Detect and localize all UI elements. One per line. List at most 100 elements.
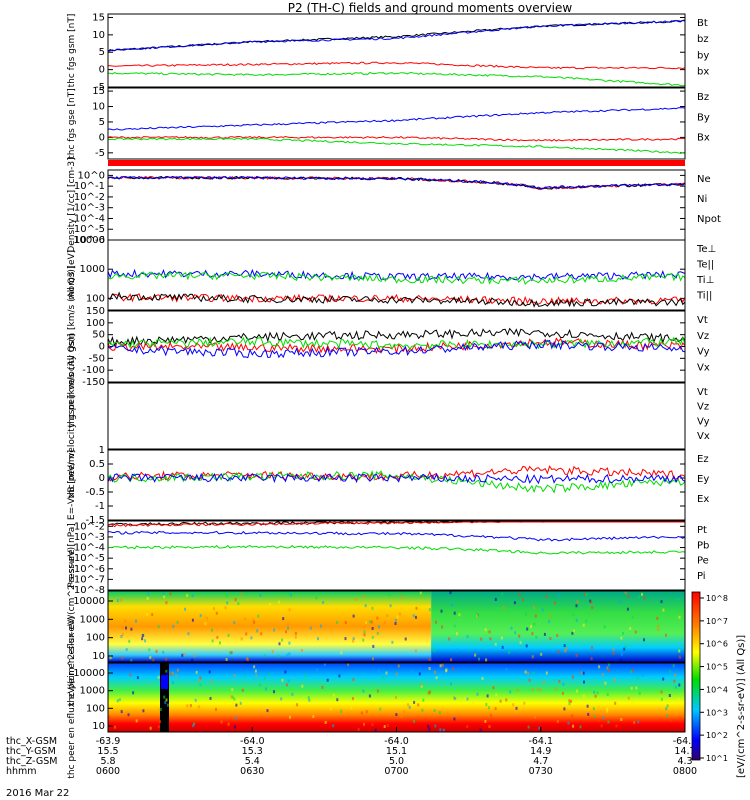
heatmap-pixel bbox=[194, 698, 197, 702]
heatmap-pixel bbox=[230, 695, 233, 699]
heatmap-pixel bbox=[668, 694, 671, 697]
heatmap-pixel bbox=[266, 709, 269, 713]
y-tick-label: -50 bbox=[89, 353, 105, 364]
heatmap-pixel bbox=[368, 694, 371, 698]
heatmap-pixel bbox=[429, 690, 431, 694]
colorbar-tick-label: 10^1 bbox=[706, 754, 728, 763]
y-tick-label: 100 bbox=[86, 318, 105, 329]
heatmap-pixel bbox=[377, 669, 380, 673]
heatmap-pixel bbox=[362, 638, 365, 642]
heatmap-pixel bbox=[598, 665, 601, 669]
heatmap-pixel bbox=[660, 697, 663, 701]
heatmap-pixel bbox=[126, 711, 129, 715]
heatmap-pixel bbox=[572, 724, 575, 728]
heatmap-pixel bbox=[332, 693, 335, 697]
heatmap-pixel bbox=[371, 627, 374, 630]
legend-item: By bbox=[697, 112, 710, 123]
heatmap-pixel bbox=[540, 652, 543, 656]
heatmap-pixel bbox=[607, 669, 610, 673]
heatmap-pixel bbox=[287, 679, 290, 683]
heatmap-pixel bbox=[285, 683, 288, 687]
series-line-pb bbox=[107, 521, 685, 528]
heatmap-pixel bbox=[216, 635, 219, 639]
heatmap-pixel bbox=[643, 596, 646, 600]
heatmap-pixel bbox=[329, 707, 332, 711]
heatmap-pixel bbox=[326, 678, 329, 682]
y-tick-label: -100 bbox=[82, 365, 105, 376]
heatmap-pixel bbox=[240, 637, 243, 641]
heatmap-pixel bbox=[568, 702, 571, 706]
heatmap-pixel bbox=[247, 658, 249, 662]
heatmap-pixel bbox=[458, 613, 461, 617]
heatmap-pixel bbox=[199, 683, 202, 687]
colorbar-tick-label: 10^2 bbox=[706, 731, 728, 740]
y-axis-label: thc peer velocity gsm [km/s (All Qs)] bbox=[67, 334, 77, 499]
heatmap-pixel bbox=[231, 695, 234, 699]
heatmap-pixel bbox=[193, 722, 196, 726]
heatmap-pixel bbox=[195, 670, 198, 674]
heatmap-pixel bbox=[582, 671, 585, 675]
heatmap-pixel bbox=[169, 592, 172, 596]
heatmap-pixel bbox=[635, 686, 638, 690]
heatmap-pixel bbox=[230, 651, 233, 655]
heatmap-pixel bbox=[171, 671, 174, 675]
heatmap-pixel bbox=[108, 670, 111, 674]
legend-item: Pb bbox=[697, 540, 709, 551]
heatmap-pixel bbox=[543, 632, 546, 636]
y-tick-label: -5 bbox=[95, 82, 105, 93]
legend-item: by bbox=[697, 50, 709, 61]
bottom-row-value: 4.7 bbox=[533, 756, 548, 767]
heatmap-pixel bbox=[484, 628, 487, 632]
heatmap-pixel bbox=[522, 598, 524, 602]
heatmap-pixel bbox=[615, 724, 618, 728]
heatmap-pixel bbox=[382, 675, 385, 679]
heatmap-pixel bbox=[199, 614, 202, 618]
heatmap-pixel bbox=[384, 621, 386, 624]
heatmap-pixel bbox=[226, 601, 229, 605]
heatmap-pixel bbox=[627, 696, 630, 700]
colorbar-label: [eV/(cm^2-s-sr-eV)] (All Qs)] bbox=[736, 635, 747, 778]
heatmap-pixel bbox=[673, 679, 676, 683]
heatmap-pixel bbox=[268, 672, 271, 676]
heatmap-pixel bbox=[370, 620, 373, 624]
series-line-te bbox=[107, 291, 686, 308]
heatmap-pixel bbox=[583, 680, 585, 684]
heatmap-pixel bbox=[273, 690, 275, 694]
y-tick-label: 10^-7 bbox=[74, 574, 105, 585]
heatmap-pixel bbox=[108, 715, 111, 719]
heatmap-pixel bbox=[441, 625, 443, 629]
heatmap-pixel bbox=[514, 631, 517, 635]
heatmap-pixel bbox=[269, 602, 272, 606]
heatmap-pixel bbox=[678, 615, 681, 619]
colorbar-strip bbox=[691, 591, 701, 761]
y-axis-label: Pressure [nPa] bbox=[67, 523, 77, 588]
heatmap-pixel bbox=[413, 700, 416, 704]
series-line-bz bbox=[107, 135, 686, 142]
bottom-row-value: 4.3 bbox=[677, 756, 692, 767]
series-line-ey bbox=[107, 470, 686, 494]
heatmap-pixel bbox=[602, 716, 605, 720]
heatmap-pixel bbox=[300, 648, 303, 652]
heatmap-pixel bbox=[183, 653, 186, 657]
bottom-row-value: 5.4 bbox=[245, 756, 260, 767]
heatmap-pixel bbox=[476, 614, 478, 618]
heatmap-pixel bbox=[386, 723, 389, 727]
legend-item: Te|| bbox=[696, 260, 714, 271]
bottom-row-value: 0600 bbox=[96, 766, 120, 777]
heatmap-pixel bbox=[492, 686, 495, 690]
heatmap-pixel bbox=[278, 600, 281, 604]
legend-item: bx bbox=[697, 67, 709, 78]
y-tick-label: 5 bbox=[99, 47, 105, 58]
heatmap-pixel bbox=[237, 602, 240, 606]
heatmap-pixel bbox=[660, 600, 663, 604]
heatmap-pixel bbox=[674, 685, 677, 689]
y-tick-label: 0 bbox=[99, 65, 105, 76]
heatmap-pixel bbox=[572, 613, 575, 617]
legend-item: Bz bbox=[697, 92, 709, 103]
heatmap-pixel bbox=[494, 707, 497, 711]
heatmap-pixel bbox=[592, 707, 595, 711]
heatmap-pixel bbox=[494, 598, 497, 601]
legend-item: Pe bbox=[697, 556, 709, 567]
heatmap-pixel bbox=[445, 668, 448, 672]
heatmap-pixel bbox=[225, 658, 228, 661]
